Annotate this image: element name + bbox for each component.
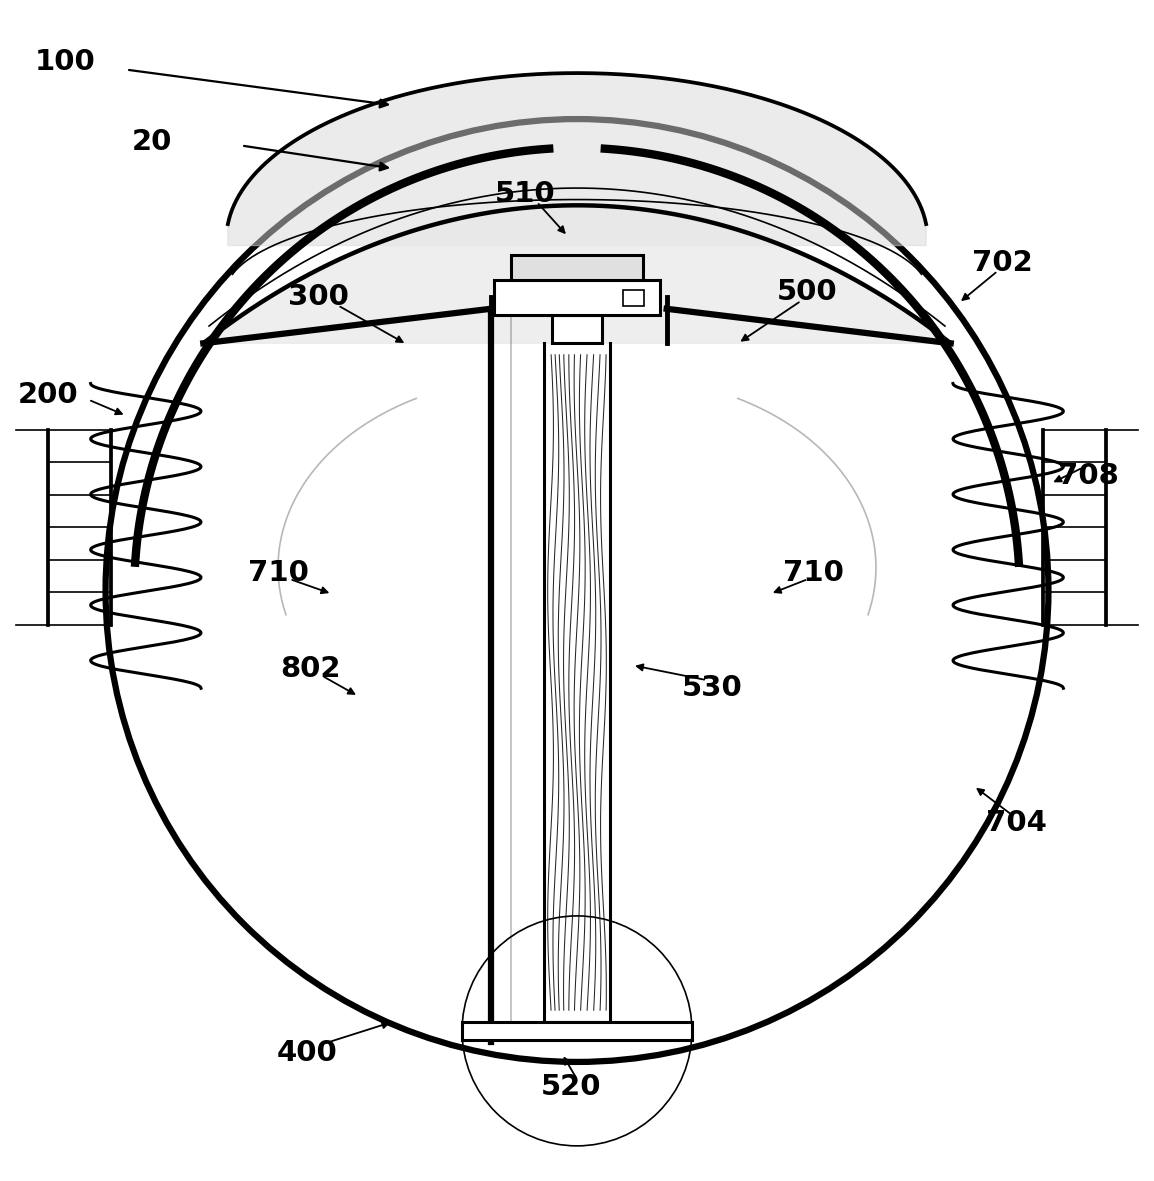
- Text: 702: 702: [972, 249, 1033, 276]
- Text: 530: 530: [682, 674, 743, 703]
- Text: 510: 510: [495, 180, 555, 208]
- Text: 708: 708: [1058, 462, 1119, 489]
- Text: 200: 200: [17, 381, 78, 409]
- Text: 100: 100: [35, 47, 96, 76]
- FancyBboxPatch shape: [552, 314, 602, 344]
- FancyBboxPatch shape: [511, 255, 643, 280]
- Text: 710: 710: [248, 560, 308, 587]
- Text: 704: 704: [986, 809, 1047, 837]
- Text: 500: 500: [777, 278, 838, 306]
- FancyBboxPatch shape: [623, 291, 644, 307]
- Text: 802: 802: [280, 654, 340, 683]
- Text: 300: 300: [287, 283, 349, 312]
- Text: 520: 520: [541, 1074, 601, 1101]
- Text: 400: 400: [277, 1039, 337, 1066]
- FancyBboxPatch shape: [462, 1022, 692, 1040]
- Text: 20: 20: [132, 128, 172, 156]
- Text: 710: 710: [784, 560, 845, 587]
- FancyBboxPatch shape: [516, 257, 638, 278]
- Polygon shape: [203, 205, 951, 344]
- Polygon shape: [227, 73, 927, 246]
- FancyBboxPatch shape: [494, 280, 660, 314]
